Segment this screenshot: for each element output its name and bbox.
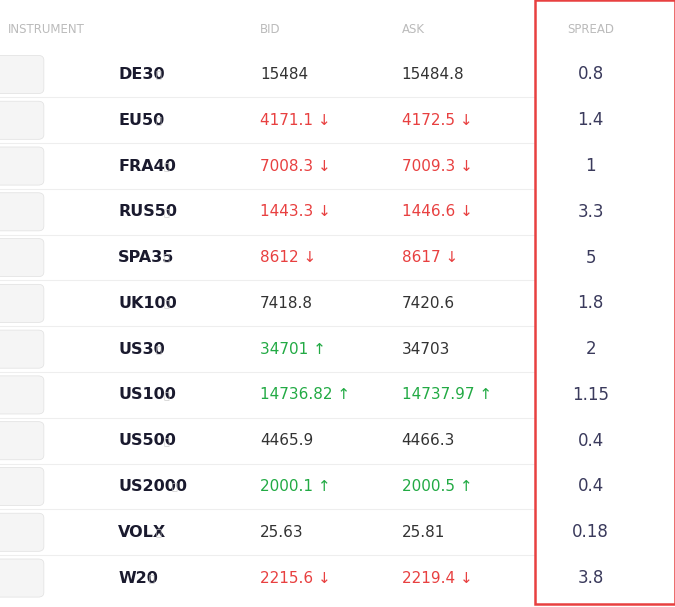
Text: SPA35: SPA35 bbox=[118, 250, 175, 265]
Text: 4465.9: 4465.9 bbox=[260, 433, 313, 448]
Text: 0.4: 0.4 bbox=[578, 478, 603, 495]
Text: US2000: US2000 bbox=[118, 479, 187, 494]
Text: US100: US100 bbox=[118, 387, 176, 402]
Text: 15484.8: 15484.8 bbox=[402, 67, 464, 82]
Text: ⓘ: ⓘ bbox=[171, 481, 178, 492]
Text: RUS50: RUS50 bbox=[118, 205, 177, 219]
Text: 14737.97 ↑: 14737.97 ↑ bbox=[402, 387, 492, 402]
Text: 15484: 15484 bbox=[260, 67, 308, 82]
Text: VOLX: VOLX bbox=[118, 525, 166, 540]
Text: 8617 ↓: 8617 ↓ bbox=[402, 250, 458, 265]
FancyBboxPatch shape bbox=[0, 467, 44, 506]
Text: W20: W20 bbox=[118, 571, 158, 586]
Text: 7008.3 ↓: 7008.3 ↓ bbox=[260, 158, 331, 174]
FancyBboxPatch shape bbox=[0, 101, 44, 140]
Text: 25.81: 25.81 bbox=[402, 525, 445, 540]
FancyBboxPatch shape bbox=[0, 284, 44, 322]
Text: INSTRUMENT: INSTRUMENT bbox=[8, 23, 85, 36]
Text: 4172.5 ↓: 4172.5 ↓ bbox=[402, 113, 472, 127]
Bar bbox=[535, 0, 675, 604]
Text: 4171.1 ↓: 4171.1 ↓ bbox=[260, 113, 331, 127]
FancyBboxPatch shape bbox=[0, 376, 44, 414]
Text: 2: 2 bbox=[585, 340, 596, 358]
Text: DE30: DE30 bbox=[118, 67, 165, 82]
Text: ⓘ: ⓘ bbox=[148, 573, 154, 583]
FancyBboxPatch shape bbox=[0, 239, 44, 277]
Text: 2215.6 ↓: 2215.6 ↓ bbox=[260, 571, 331, 586]
FancyBboxPatch shape bbox=[0, 55, 44, 93]
Text: ASK: ASK bbox=[402, 23, 425, 36]
Text: 1443.3 ↓: 1443.3 ↓ bbox=[260, 205, 331, 219]
Text: SPREAD: SPREAD bbox=[567, 23, 614, 36]
Text: 2000.1 ↑: 2000.1 ↑ bbox=[260, 479, 331, 494]
Text: FRA40: FRA40 bbox=[118, 158, 176, 174]
Text: 2219.4 ↓: 2219.4 ↓ bbox=[402, 571, 472, 586]
FancyBboxPatch shape bbox=[0, 513, 44, 551]
Text: 1: 1 bbox=[585, 157, 596, 175]
Text: US500: US500 bbox=[118, 433, 176, 448]
FancyBboxPatch shape bbox=[0, 147, 44, 185]
Text: 8612 ↓: 8612 ↓ bbox=[260, 250, 316, 265]
Text: 0.18: 0.18 bbox=[572, 523, 609, 541]
Text: UK100: UK100 bbox=[118, 296, 177, 311]
Text: 1.15: 1.15 bbox=[572, 386, 609, 404]
Text: EU50: EU50 bbox=[118, 113, 165, 127]
Text: US30: US30 bbox=[118, 342, 165, 357]
FancyBboxPatch shape bbox=[0, 193, 44, 231]
FancyBboxPatch shape bbox=[0, 422, 44, 459]
Text: 3.8: 3.8 bbox=[577, 569, 604, 587]
Text: 0.4: 0.4 bbox=[578, 432, 603, 450]
Text: 1446.6 ↓: 1446.6 ↓ bbox=[402, 205, 472, 219]
Text: ⓘ: ⓘ bbox=[163, 207, 169, 217]
Text: ⓘ: ⓘ bbox=[156, 344, 162, 354]
Text: 1.4: 1.4 bbox=[577, 111, 604, 129]
Text: 34703: 34703 bbox=[402, 342, 450, 357]
Text: ⓘ: ⓘ bbox=[163, 390, 169, 400]
Text: 3.3: 3.3 bbox=[577, 203, 604, 221]
Text: ⓘ: ⓘ bbox=[163, 161, 169, 171]
Text: 14736.82 ↑: 14736.82 ↑ bbox=[260, 387, 350, 402]
Text: BID: BID bbox=[260, 23, 281, 36]
Text: ⓘ: ⓘ bbox=[156, 115, 162, 125]
Text: 2000.5 ↑: 2000.5 ↑ bbox=[402, 479, 472, 494]
Text: 7420.6: 7420.6 bbox=[402, 296, 455, 311]
Text: 4466.3: 4466.3 bbox=[402, 433, 455, 448]
Text: ⓘ: ⓘ bbox=[156, 527, 162, 537]
Text: 0.8: 0.8 bbox=[578, 66, 603, 84]
Text: ⓘ: ⓘ bbox=[163, 253, 169, 263]
Text: ⓘ: ⓘ bbox=[156, 69, 162, 80]
FancyBboxPatch shape bbox=[0, 330, 44, 368]
Text: 1.8: 1.8 bbox=[577, 294, 604, 313]
Text: ⓘ: ⓘ bbox=[163, 299, 169, 308]
Text: ⓘ: ⓘ bbox=[163, 436, 169, 446]
Text: 25.63: 25.63 bbox=[260, 525, 304, 540]
Text: 5: 5 bbox=[585, 249, 596, 266]
Text: 7418.8: 7418.8 bbox=[260, 296, 313, 311]
Text: 34701 ↑: 34701 ↑ bbox=[260, 342, 326, 357]
FancyBboxPatch shape bbox=[0, 559, 44, 597]
Text: 7009.3 ↓: 7009.3 ↓ bbox=[402, 158, 472, 174]
